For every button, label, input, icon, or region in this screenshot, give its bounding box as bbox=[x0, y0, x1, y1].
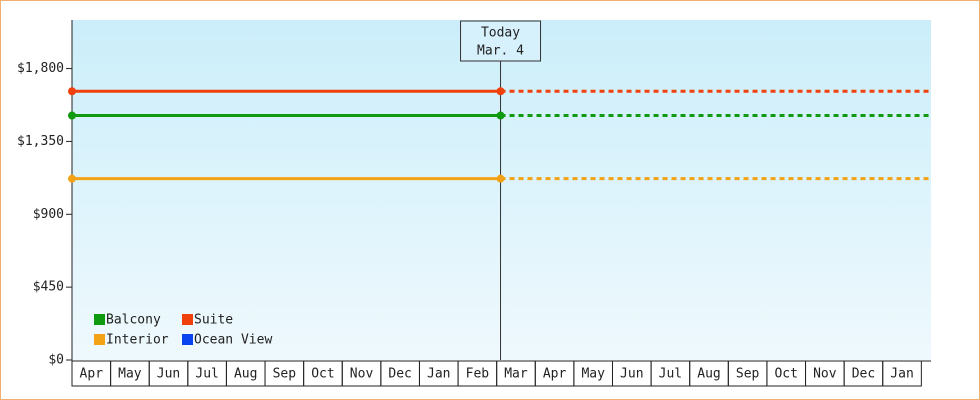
legend-swatch bbox=[94, 334, 105, 345]
point bbox=[496, 111, 505, 120]
x-tick-label: Dec bbox=[852, 367, 875, 382]
x-tick-label: Jun bbox=[157, 367, 180, 382]
y-tick-label: $1,800 bbox=[17, 61, 64, 76]
y-tick-label: $900 bbox=[33, 207, 64, 222]
legend-label: Ocean View bbox=[194, 333, 272, 348]
legend-swatch bbox=[182, 334, 193, 345]
x-tick-label: Nov bbox=[350, 367, 374, 382]
x-tick-label: Mar bbox=[504, 367, 528, 382]
x-tick-label: Jul bbox=[659, 367, 682, 382]
y-tick-label: $1,350 bbox=[17, 134, 64, 149]
legend-swatch bbox=[94, 314, 105, 325]
x-tick-label: May bbox=[581, 367, 605, 382]
x-tick-label: Apr bbox=[80, 367, 104, 382]
x-tick-label: Jan bbox=[890, 367, 913, 382]
y-tick-label: $0 bbox=[48, 353, 64, 368]
legend-swatch bbox=[182, 314, 193, 325]
x-tick-label: Jul bbox=[195, 367, 218, 382]
x-tick-label: May bbox=[118, 367, 142, 382]
x-tick-label: Sep bbox=[273, 367, 297, 382]
today-box bbox=[460, 20, 542, 62]
x-tick-label: Oct bbox=[311, 367, 334, 382]
today-date: Mar. 4 bbox=[477, 44, 524, 59]
x-tick-label: Apr bbox=[543, 367, 567, 382]
x-tick-label: Aug bbox=[697, 367, 720, 382]
today-label: Today bbox=[481, 26, 520, 41]
point bbox=[496, 87, 505, 96]
point bbox=[496, 174, 505, 183]
x-tick-label: Sep bbox=[736, 367, 760, 382]
x-tick-label: Jan bbox=[427, 367, 450, 382]
legend-label: Suite bbox=[194, 313, 233, 328]
x-tick-label: Aug bbox=[234, 367, 257, 382]
plot-area bbox=[72, 20, 931, 360]
y-tick-label: $450 bbox=[33, 280, 64, 295]
x-tick-label: Oct bbox=[774, 367, 797, 382]
point bbox=[68, 87, 76, 96]
x-tick-label: Feb bbox=[466, 367, 490, 382]
point bbox=[68, 174, 76, 183]
x-tick-label: Jun bbox=[620, 367, 643, 382]
legend-label: Interior bbox=[106, 333, 169, 348]
x-tick-label: Dec bbox=[388, 367, 411, 382]
point bbox=[68, 111, 76, 120]
x-tick-label: Nov bbox=[813, 367, 837, 382]
legend-label: Balcony bbox=[106, 313, 161, 328]
